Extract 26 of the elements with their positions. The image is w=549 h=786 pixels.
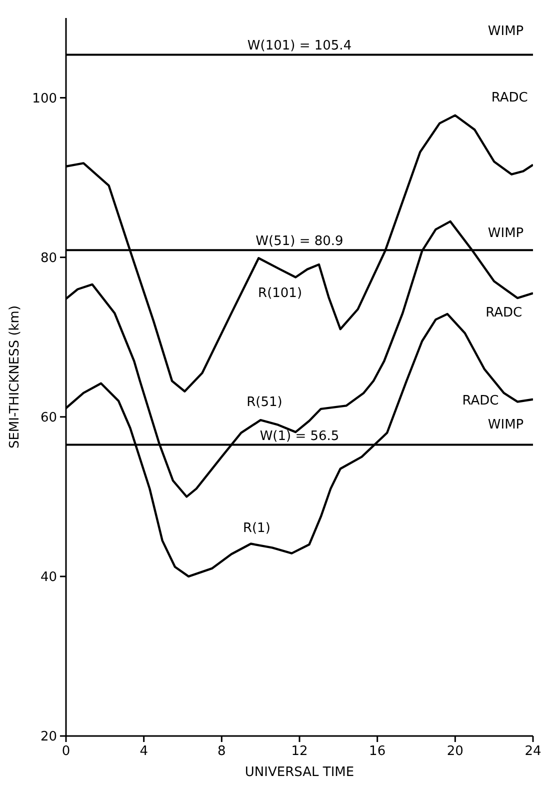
annotation: RADC	[491, 90, 528, 106]
y-tick-label: 60	[40, 410, 57, 426]
y-tick-label: 40	[40, 570, 57, 586]
x-tick-label: 4	[140, 744, 148, 760]
annotation: WIMP	[488, 24, 524, 40]
series-label: R(101)	[258, 286, 302, 301]
series-label: R(51)	[246, 395, 282, 410]
series-label: R(1)	[242, 521, 270, 536]
x-tick-label: 8	[218, 744, 226, 760]
annotation: WIMP	[488, 226, 524, 241]
x-tick-label: 24	[524, 744, 542, 760]
ref-line-label: W(101) = 105.4	[247, 38, 352, 54]
y-axis-title: SEMI-THICKNESS (km)	[8, 305, 23, 449]
ref-line-label: W(1) = 56.5	[260, 428, 340, 444]
x-tick-label: 12	[291, 744, 308, 760]
annotation: RADC	[462, 393, 499, 408]
x-tick-label: 0	[62, 744, 70, 760]
annotation: WIMP	[488, 417, 524, 432]
annotation: RADC	[486, 306, 522, 321]
y-tick-label: 80	[40, 250, 57, 266]
x-tick-label: 20	[446, 744, 464, 760]
ref-line-label: W(51) = 80.9	[256, 234, 344, 250]
x-axis-title: UNIVERSAL TIME	[244, 765, 354, 780]
y-tick-label: 100	[32, 91, 57, 106]
y-tick-label: 20	[40, 730, 57, 745]
x-tick-label: 16	[369, 744, 386, 760]
